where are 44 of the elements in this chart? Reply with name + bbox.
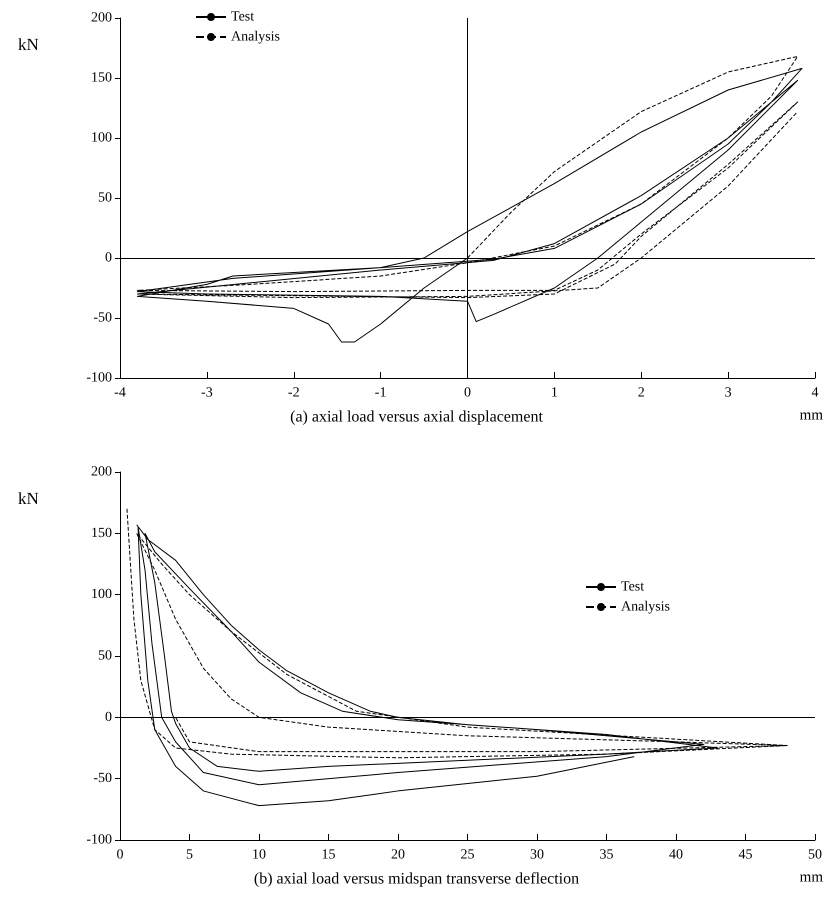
text: (b) axial load versus midspan transverse deflection xyxy=(254,870,580,888)
y-tick-label: -50 xyxy=(93,771,112,786)
x-tick-label: 40 xyxy=(669,848,683,862)
x-tick-label: 35 xyxy=(600,848,614,862)
x-tick-label: -2 xyxy=(288,386,300,400)
y-tick-label: 100 xyxy=(91,130,112,146)
x-tick-label: 30 xyxy=(530,848,544,862)
x-tick-label: 2 xyxy=(638,386,645,400)
y-tick-label: 50 xyxy=(98,648,112,664)
x-tick-label: 45 xyxy=(738,848,752,862)
y-tick-label: -50 xyxy=(93,310,112,326)
y-tick-label: 50 xyxy=(98,190,112,206)
y-tick-label: 200 xyxy=(91,10,112,26)
y-tick-label: 0 xyxy=(105,250,112,266)
x-tick-label: 0 xyxy=(464,386,471,400)
y-tick-label: 150 xyxy=(91,70,112,86)
x-tick-label: 10 xyxy=(252,848,266,862)
x-tick-label: 25 xyxy=(460,848,474,862)
y-tick-label: -100 xyxy=(86,832,112,848)
x-tick-label: -4 xyxy=(114,386,126,400)
x-tick-label: -1 xyxy=(374,386,386,400)
legend-label: Test xyxy=(231,10,254,24)
x-tick-label: 20 xyxy=(391,848,405,862)
x-tick-label: 3 xyxy=(724,386,732,400)
legend-label: Test xyxy=(621,580,644,594)
x-tick-label: 1 xyxy=(550,386,558,400)
x-tick-label: 15 xyxy=(322,848,336,862)
y-tick-label: -100 xyxy=(86,370,112,386)
x-axis-title: mm xyxy=(800,870,824,886)
y-tick-label: 100 xyxy=(91,587,112,602)
x-tick-label: -3 xyxy=(201,386,213,400)
x-axis-title: mm xyxy=(800,408,824,424)
legend-label: Analysis xyxy=(231,30,280,44)
y-tick-label: 150 xyxy=(91,526,112,541)
y-tick-label: 0 xyxy=(105,710,112,725)
y-tick-label: 200 xyxy=(91,464,112,480)
y-axis-title: kN xyxy=(18,35,39,54)
x-tick-label: 0 xyxy=(116,848,124,862)
y-axis-title: kN xyxy=(18,489,39,508)
x-tick-label: 5 xyxy=(186,848,193,862)
text: (a) axial load versus axial displacement xyxy=(290,408,544,426)
legend-label: Analysis xyxy=(621,600,670,614)
x-tick-label: 4 xyxy=(812,386,818,400)
x-tick-label: 50 xyxy=(808,848,822,862)
